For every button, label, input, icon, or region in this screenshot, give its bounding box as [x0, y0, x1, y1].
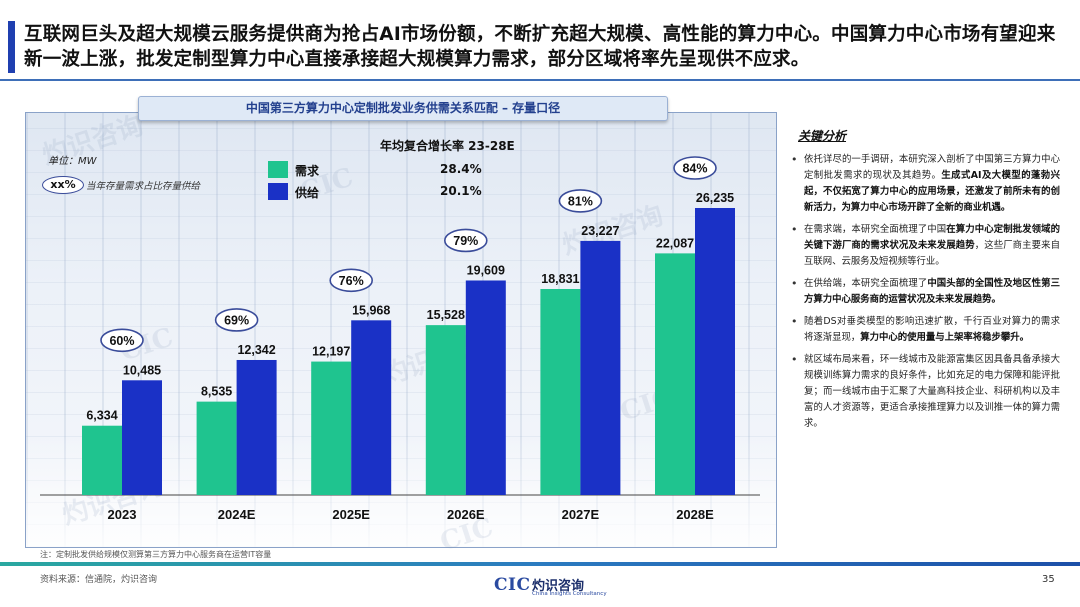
data-label-demand: 8,535	[201, 385, 232, 399]
analysis-item: 在供给端，本研究全面梳理了中国头部的全国性及地区性第三方算力中心服务商的运营状况…	[790, 276, 1060, 308]
logo-name: 灼识咨询	[532, 579, 585, 594]
ratio-label: 69%	[224, 313, 249, 327]
bar-supply	[351, 320, 392, 495]
analysis-item-text: 随着DS对垂类模型的影响迅速扩散，千行百业对算力的需求将逐渐显现，	[804, 316, 1060, 343]
bar-demand	[655, 253, 695, 495]
page-headline: 互联网巨头及超大规模云服务提供商为抢占AI市场份额，不断扩充超大规模、高性能的算…	[24, 24, 1056, 70]
legend-swatch-demand	[268, 161, 288, 178]
legend-cagr-supply: 20.1%	[440, 184, 482, 198]
data-label-demand: 12,197	[312, 345, 350, 359]
analysis-item-text: 依托详尽的一手调研，本研究深入剖析了中国第三方算力中心定制批发需求的现状及其趋势…	[804, 154, 1060, 181]
headline-accent-bar	[8, 21, 15, 73]
analysis-item-text: 中国头部的全国性及地区性第三方算力中心服务商的运营状况及未来发展趋势。	[804, 278, 1060, 305]
data-label-supply: 15,968	[352, 303, 390, 317]
ratio-ellipse	[443, 228, 488, 253]
cic-logo: CIC 灼识咨询 China Insights Consultancy	[494, 575, 614, 601]
analysis-item: 就区域布局来看，环一线城市及能源富集区因具备具备承接大规模训练算力需求的良好条件…	[790, 352, 1060, 432]
legend-item-supply: 供给 20.1%	[268, 182, 498, 200]
headline-divider	[0, 79, 1080, 81]
data-label-demand: 15,528	[427, 308, 465, 322]
ratio-ellipse	[558, 189, 603, 213]
bar-demand	[540, 288, 581, 495]
unit-label: 单位：MW	[48, 156, 97, 167]
data-label-supply: 19,609	[467, 263, 505, 277]
data-label-supply: 23,227	[581, 224, 619, 238]
analysis-list: 依托详尽的一手调研，本研究深入剖析了中国第三方算力中心定制批发需求的现状及其趋势…	[790, 152, 1060, 438]
data-label-demand: 18,831	[541, 272, 579, 286]
footnote: 注：定制批发供给规模仅测算第三方算力中心服务商在运营IT容量	[40, 550, 272, 559]
analysis-item: 依托详尽的一手调研，本研究深入剖析了中国第三方算力中心定制批发需求的现状及其趋势…	[790, 152, 1060, 216]
bar-supply	[465, 280, 506, 495]
bar-supply	[580, 240, 621, 495]
ratio-label: 60%	[109, 334, 134, 348]
chart-panel	[25, 112, 777, 548]
bar-demand	[196, 401, 237, 495]
data-label-demand: 6,334	[86, 409, 117, 423]
analysis-item-text: 就区域布局来看，环一线城市及能源富集区因具备具备承接大规模训练算力需求的良好条件…	[804, 354, 1060, 429]
bar-supply	[695, 208, 735, 495]
ratio-ellipse	[329, 268, 374, 293]
analysis-item-text: 在需求端，本研究全面梳理了中国	[804, 224, 947, 235]
bar-demand	[311, 361, 352, 495]
logo-mark: CIC	[494, 575, 531, 595]
x-tick-label: 2024E	[218, 507, 256, 522]
bar-supply	[122, 380, 162, 495]
analysis-title: 关键分析	[798, 129, 847, 143]
analysis-item-text: 在供给端，本研究全面梳理了	[804, 278, 928, 289]
ratio-label: 81%	[568, 194, 593, 208]
ratio-label: 84%	[682, 162, 707, 176]
analysis-item-text: 生成式AI及大模型的蓬勃兴起，不仅拓宽了算力中心的应用场景，还激发了前所未有的创…	[804, 170, 1060, 213]
x-tick-label: 2027E	[562, 507, 600, 522]
legend-label-supply: 供给	[295, 186, 320, 200]
analysis-item-text: 在算力中心定制批发领域的关键下游厂商的需求状况及未来发展趋势	[804, 224, 1060, 251]
bar-supply	[236, 359, 277, 495]
legend-cagr-demand: 28.4%	[440, 162, 482, 176]
bar-demand	[82, 425, 122, 495]
ratio-label: 76%	[339, 274, 364, 288]
ratio-key-text: 当年存量需求占比存量供给	[86, 181, 201, 192]
analysis-item: 在需求端，本研究全面梳理了中国在算力中心定制批发领域的关键下游厂商的需求状况及未…	[790, 222, 1060, 270]
x-tick-label: 2028E	[676, 507, 714, 522]
analysis-item: 随着DS对垂类模型的影响迅速扩散，千行百业对算力的需求将逐渐显现，算力中心的使用…	[790, 314, 1060, 346]
x-tick-label: 2023	[108, 507, 137, 522]
cagr-title: 年均复合增长率 23-28E	[380, 139, 515, 153]
data-label-supply: 12,342	[237, 343, 275, 357]
legend-label-demand: 需求	[295, 164, 320, 178]
chart-title: 中国第三方算力中心定制批发业务供需关系匹配 – 存量口径	[138, 96, 668, 121]
analysis-item-text: ，这些厂商主要来自互联网、云服务及短视频等行业。	[804, 240, 1060, 267]
source-note: 资料来源：信通院，灼识咨询	[40, 575, 158, 585]
x-tick-label: 2025E	[332, 507, 370, 522]
legend-swatch-supply	[268, 183, 288, 200]
data-label-supply: 26,235	[696, 191, 734, 205]
ratio-ellipse	[100, 328, 144, 353]
page-number: 35	[1042, 574, 1055, 585]
ratio-key-badge: xx%	[42, 176, 84, 194]
bar-demand	[425, 325, 466, 495]
data-label-demand: 22,087	[656, 236, 694, 250]
legend-item-demand: 需求 28.4%	[268, 160, 498, 178]
ratio-label: 79%	[453, 234, 478, 248]
data-label-supply: 10,485	[123, 363, 161, 377]
logo-subtitle: China Insights Consultancy	[532, 591, 607, 597]
analysis-item-text: 算力中心的使用量与上架率将稳步攀升。	[860, 332, 1030, 343]
footer-divider	[0, 562, 1080, 566]
ratio-ellipse	[673, 156, 717, 180]
x-tick-label: 2026E	[447, 507, 485, 522]
ratio-ellipse	[214, 308, 259, 332]
